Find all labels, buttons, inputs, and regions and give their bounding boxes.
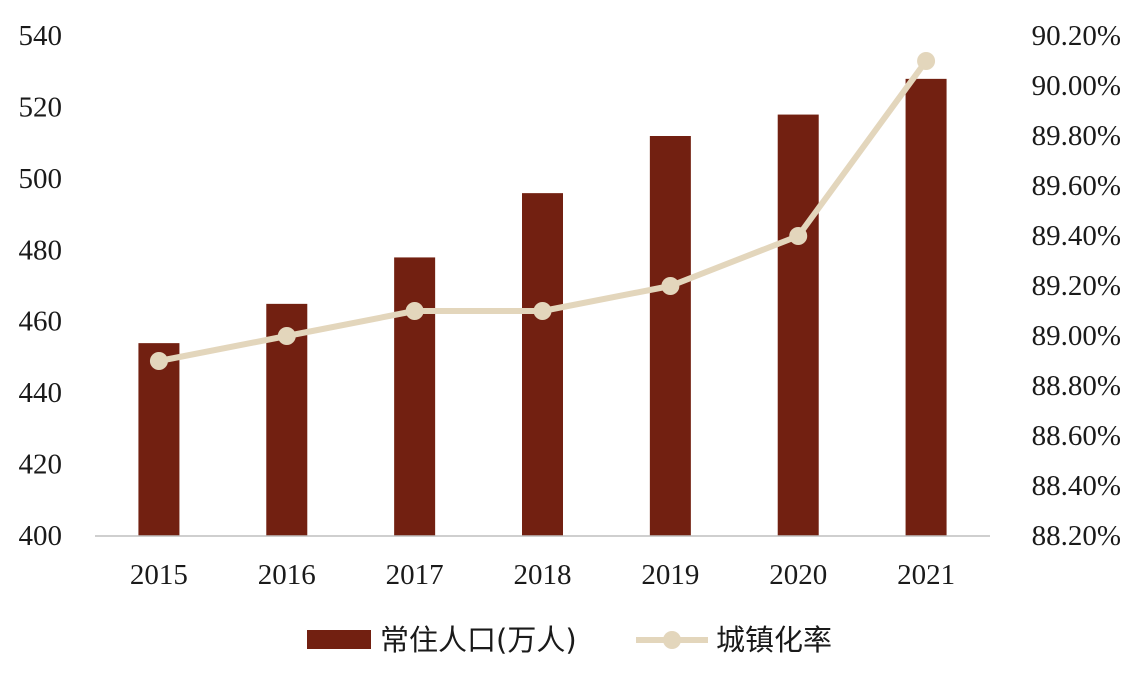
legend: 常住人口(万人) 城镇化率 — [307, 623, 832, 657]
line-point-2015 — [149, 352, 168, 370]
x-axis-tick-label: 2020 — [769, 559, 827, 591]
right-axis-tick-label: 89.80% — [1032, 120, 1121, 152]
right-axis-ticks: 88.20% 88.40% 88.60% 88.80% 89.00% 89.20% 89.4… — [1032, 20, 1121, 552]
left-axis-tick-label: 420 — [19, 449, 63, 481]
x-axis-tick-label: 2018 — [514, 559, 572, 591]
line-point-2018 — [533, 302, 552, 320]
bar-2015 — [138, 343, 180, 536]
bar-2018 — [522, 193, 563, 536]
right-axis-tick-label: 90.20% — [1032, 20, 1121, 52]
right-axis-tick-label: 88.60% — [1032, 420, 1121, 452]
line-point-2016 — [277, 327, 296, 345]
bar-2019 — [649, 136, 691, 536]
bar-2021 — [905, 78, 947, 536]
left-axis-tick-label: 540 — [19, 20, 63, 52]
x-axis-tick-label: 2017 — [386, 559, 444, 591]
line-point-2020 — [789, 227, 808, 245]
left-axis-tick-label: 520 — [19, 91, 63, 123]
right-axis-tick-label: 89.20% — [1032, 270, 1121, 302]
left-axis-tick-label: 400 — [19, 520, 63, 552]
line-series — [149, 52, 936, 370]
left-axis-tick-label: 500 — [19, 163, 63, 195]
left-axis-ticks: 400 420 440 460 480 500 520 540 — [19, 20, 63, 552]
x-axis-tick-label: 2019 — [641, 559, 699, 591]
left-axis-tick-label: 460 — [19, 306, 63, 338]
right-axis-tick-label: 90.00% — [1032, 70, 1121, 102]
line-point-2019 — [661, 277, 680, 295]
x-axis-tick-label: 2016 — [258, 559, 316, 591]
legend-bar-label: 常住人口(万人) — [380, 623, 577, 657]
bar-series — [138, 78, 947, 537]
line-point-2021 — [917, 52, 936, 70]
right-axis-tick-label: 89.60% — [1032, 170, 1121, 202]
right-axis-tick-label: 89.00% — [1032, 320, 1121, 352]
right-axis-tick-label: 89.40% — [1032, 220, 1121, 252]
left-axis-tick-label: 480 — [19, 234, 63, 266]
bar-2020 — [777, 114, 819, 537]
legend-line-label: 城镇化率 — [716, 623, 832, 657]
bar-2017 — [394, 257, 436, 536]
legend-line-marker — [663, 631, 681, 649]
left-axis-tick-label: 440 — [19, 377, 63, 409]
line-point-2017 — [405, 302, 424, 320]
x-axis-ticks: 2015 2016 2017 2018 2019 2020 2021 — [130, 559, 955, 591]
right-axis-tick-label: 88.80% — [1032, 370, 1121, 402]
right-axis-tick-label: 88.20% — [1032, 520, 1121, 552]
legend-bar-swatch — [307, 630, 371, 649]
x-axis-tick-label: 2021 — [897, 559, 955, 591]
x-axis-tick-label: 2015 — [130, 559, 188, 591]
right-axis-tick-label: 88.40% — [1032, 470, 1121, 502]
